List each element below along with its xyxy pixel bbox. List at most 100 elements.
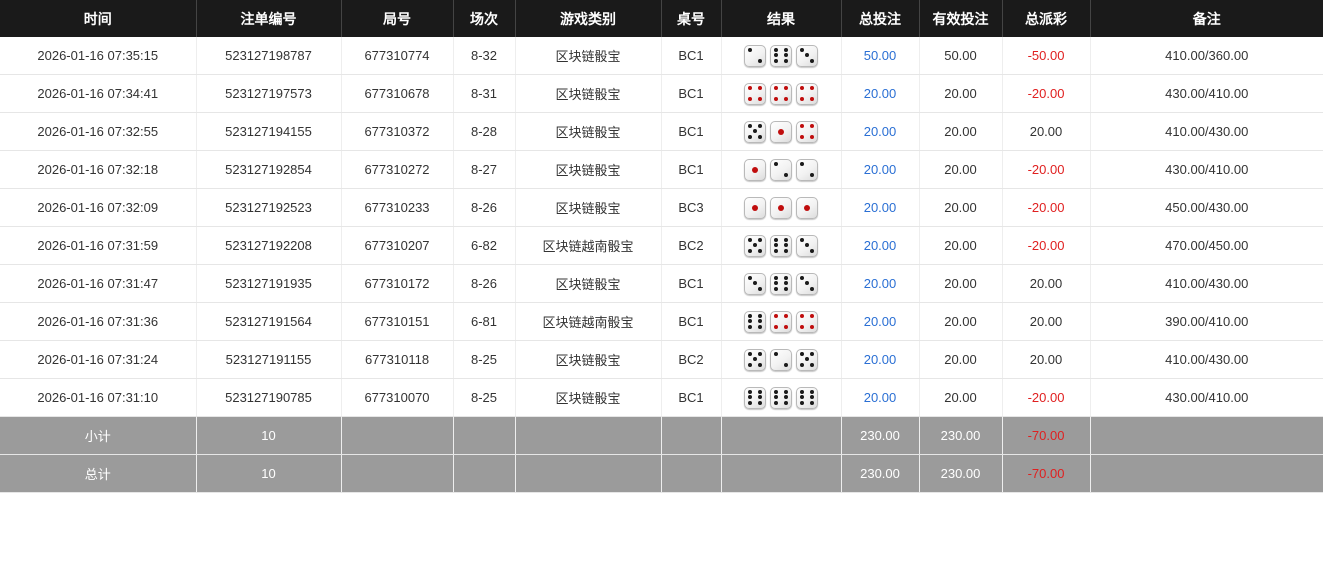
cell-game_type: 区块链骰宝 <box>514 264 662 303</box>
dice-face-6 <box>744 386 766 409</box>
dice-face-2 <box>770 348 792 371</box>
cell-total_bet[interactable]: 20.00 <box>840 226 920 265</box>
dice-pip <box>773 276 778 281</box>
dice-face-4 <box>796 82 818 105</box>
dice-pip <box>773 281 778 286</box>
cell-session: 8-26 <box>452 188 516 227</box>
cell-round_no[interactable]: 677310272 <box>340 150 454 189</box>
column-header-bet_no[interactable]: 注单编号 <box>195 0 342 37</box>
dice-pip <box>804 243 809 248</box>
cell-total_bet[interactable]: 50.00 <box>840 37 920 75</box>
cell-bet_no[interactable]: 523127197573 <box>195 74 342 113</box>
cell-time: 2026-01-16 07:35:15 <box>0 37 197 75</box>
dice-pip <box>758 238 763 243</box>
cell-total_bet[interactable]: 20.00 <box>840 112 920 151</box>
dice-pip <box>747 86 752 91</box>
table-row[interactable]: 2026-01-16 07:32:18 523127192854 677310272… <box>0 150 1323 189</box>
cell-remark: 410.00/430.00 <box>1089 340 1323 379</box>
column-header-valid_bet[interactable]: 有效投注 <box>918 0 1003 37</box>
summary-empty-tableno <box>660 454 722 493</box>
dice-pip <box>758 395 763 400</box>
cell-valid_bet: 20.00 <box>918 226 1003 265</box>
dice-pip <box>747 395 752 400</box>
dice-pip <box>804 53 809 58</box>
cell-bet_no[interactable]: 523127191155 <box>195 340 342 379</box>
cell-round_no[interactable]: 677310372 <box>340 112 454 151</box>
column-header-total_payout[interactable]: 总派彩 <box>1001 0 1091 37</box>
cell-total_bet[interactable]: 20.00 <box>840 264 920 303</box>
table-row[interactable]: 2026-01-16 07:32:09 523127192523 677310233… <box>0 188 1323 227</box>
summary-empty-result <box>720 454 842 493</box>
dice-pip <box>773 243 778 248</box>
cell-round_no[interactable]: 677310207 <box>340 226 454 265</box>
dice-pip <box>747 238 752 243</box>
dice-pip <box>758 400 763 405</box>
dice-pip <box>799 238 804 243</box>
cell-total_payout: -20.00 <box>1001 378 1091 417</box>
table-row[interactable]: 2026-01-16 07:35:15 523127198787 677310774… <box>0 37 1323 75</box>
table-row[interactable]: 2026-01-16 07:31:59 523127192208 677310207… <box>0 226 1323 265</box>
dice-pip <box>747 96 752 101</box>
cell-bet_no[interactable]: 523127190785 <box>195 378 342 417</box>
summary-total-payout: -70.00 <box>1001 454 1091 493</box>
dice-pip <box>799 276 804 281</box>
dice-group <box>726 348 837 371</box>
dice-pip <box>747 352 752 357</box>
cell-round_no[interactable]: 677310070 <box>340 378 454 417</box>
dice-pip <box>799 162 804 167</box>
cell-round_no[interactable]: 677310233 <box>340 188 454 227</box>
cell-round_no[interactable]: 677310774 <box>340 37 454 75</box>
column-header-game_type[interactable]: 游戏类别 <box>514 0 662 37</box>
dice-pip <box>773 314 778 319</box>
cell-table_no: BC2 <box>660 226 722 265</box>
table-row[interactable]: 2026-01-16 07:34:41 523127197573 677310678… <box>0 74 1323 113</box>
dice-face-3 <box>796 272 818 295</box>
summary-empty-round <box>340 454 454 493</box>
cell-total_bet[interactable]: 20.00 <box>840 188 920 227</box>
cell-session: 8-32 <box>452 37 516 75</box>
cell-total_bet[interactable]: 20.00 <box>840 302 920 341</box>
cell-game_type: 区块链越南骰宝 <box>514 302 662 341</box>
dice-pip <box>752 357 757 362</box>
cell-bet_no[interactable]: 523127194155 <box>195 112 342 151</box>
dice-pip <box>758 58 763 63</box>
dice-pip <box>799 96 804 101</box>
cell-bet_no[interactable]: 523127191564 <box>195 302 342 341</box>
table-row[interactable]: 2026-01-16 07:31:10 523127190785 677310070… <box>0 378 1323 417</box>
table-row[interactable]: 2026-01-16 07:31:47 523127191935 677310172… <box>0 264 1323 303</box>
column-header-time[interactable]: 时间 <box>0 0 197 37</box>
cell-result <box>720 188 842 227</box>
dice-pip <box>784 362 789 367</box>
cell-bet_no[interactable]: 523127192854 <box>195 150 342 189</box>
cell-table_no: BC1 <box>660 150 722 189</box>
table-row[interactable]: 2026-01-16 07:32:55 523127194155 677310372… <box>0 112 1323 151</box>
cell-round_no[interactable]: 677310151 <box>340 302 454 341</box>
column-header-table_no[interactable]: 桌号 <box>660 0 722 37</box>
column-header-total_bet[interactable]: 总投注 <box>840 0 920 37</box>
column-header-round_no[interactable]: 局号 <box>340 0 454 37</box>
cell-total_bet[interactable]: 20.00 <box>840 74 920 113</box>
column-header-session[interactable]: 场次 <box>452 0 516 37</box>
column-header-result[interactable]: 结果 <box>720 0 842 37</box>
cell-bet_no[interactable]: 523127198787 <box>195 37 342 75</box>
dice-pip <box>773 395 778 400</box>
cell-bet_no[interactable]: 523127192523 <box>195 188 342 227</box>
dice-pip <box>773 286 778 291</box>
dice-face-3 <box>796 234 818 257</box>
cell-bet_no[interactable]: 523127192208 <box>195 226 342 265</box>
cell-total_bet[interactable]: 20.00 <box>840 340 920 379</box>
cell-round_no[interactable]: 677310118 <box>340 340 454 379</box>
dice-group <box>726 310 837 333</box>
dice-pip <box>810 400 815 405</box>
cell-total_bet[interactable]: 20.00 <box>840 378 920 417</box>
dice-face-6 <box>796 386 818 409</box>
cell-round_no[interactable]: 677310678 <box>340 74 454 113</box>
cell-bet_no[interactable]: 523127191935 <box>195 264 342 303</box>
column-header-remark[interactable]: 备注 <box>1089 0 1323 37</box>
cell-session: 8-25 <box>452 340 516 379</box>
cell-round_no[interactable]: 677310172 <box>340 264 454 303</box>
cell-total_bet[interactable]: 20.00 <box>840 150 920 189</box>
table-row[interactable]: 2026-01-16 07:31:36 523127191564 677310151… <box>0 302 1323 341</box>
cell-valid_bet: 20.00 <box>918 150 1003 189</box>
table-row[interactable]: 2026-01-16 07:31:24 523127191155 677310118… <box>0 340 1323 379</box>
